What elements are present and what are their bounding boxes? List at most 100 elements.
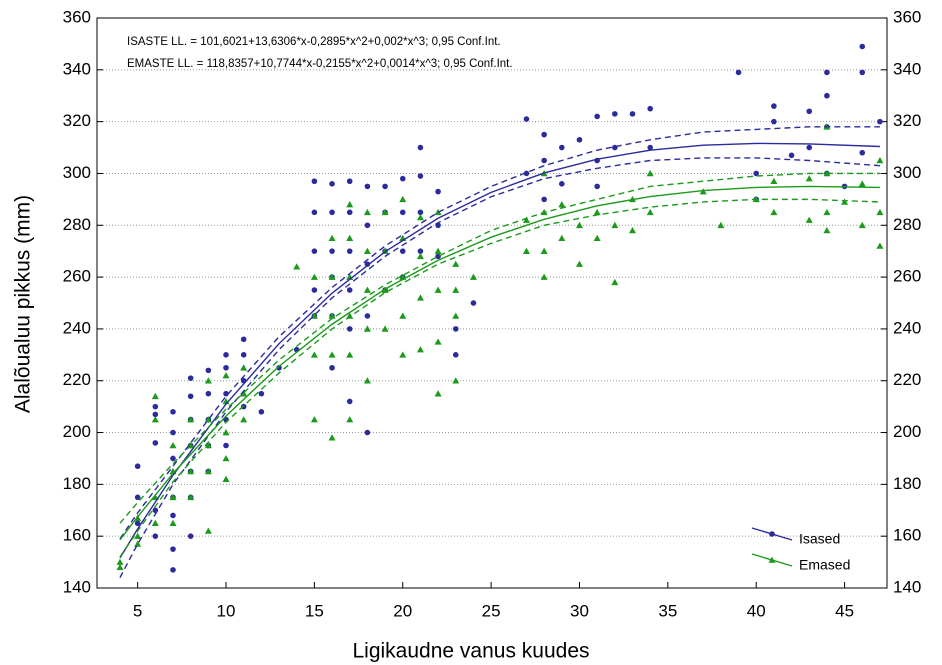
point [346,234,354,242]
point [364,313,371,319]
x-tick-label: 15 [305,601,324,620]
point [541,196,547,203]
point [806,108,813,115]
point [770,177,778,185]
point [329,364,335,371]
x-tick-label: 35 [658,601,677,620]
point [416,346,424,353]
y2-tick-label: 240 [893,318,921,337]
point [223,352,229,358]
point [416,252,424,260]
point [276,364,282,371]
point [204,377,212,384]
point [364,222,371,229]
point [187,467,195,475]
y2-tick-label: 180 [893,474,921,493]
point [417,248,424,254]
point [152,507,159,514]
point [858,221,866,229]
point [647,144,653,151]
point [170,546,176,552]
point [841,198,849,205]
point [753,170,760,177]
point [399,248,406,254]
point [346,326,353,332]
point [771,103,777,109]
point [823,208,831,216]
point [805,175,813,182]
legend-item: Emased [751,553,850,573]
point [152,411,159,418]
y2-tick-label: 140 [893,577,921,596]
point [417,173,424,179]
point [346,209,353,216]
point [222,372,230,379]
y2-tick-label: 160 [893,526,921,545]
point [187,375,194,381]
point [169,493,177,501]
point [876,208,884,216]
point [169,519,177,527]
point [258,409,265,415]
y2-tick-label: 220 [893,370,921,389]
point [382,183,388,190]
point [134,463,141,470]
point [434,286,442,293]
point [346,398,353,405]
point [823,226,831,234]
point [611,278,619,286]
point [134,494,141,501]
point [134,532,142,539]
point [310,273,318,280]
y-axis-title: Alalõualuu pikkus (mm) [12,195,35,413]
point [329,209,335,216]
point [612,111,618,117]
point [788,152,795,159]
point [204,442,212,449]
point [434,390,442,397]
x-tick-label: 45 [835,601,854,620]
point [204,467,212,475]
y2-tick-label: 200 [893,422,921,441]
point [204,416,212,423]
point [311,209,318,216]
point [311,178,318,185]
point [222,454,230,462]
point [522,216,530,223]
confidence-upper [119,126,880,540]
point [170,567,176,573]
point [523,116,530,122]
x-axis-title: Ligikaudne vanus kuudes [352,640,589,663]
y2-tick-label: 280 [893,215,921,234]
point [470,300,477,306]
point [452,286,460,293]
point [877,118,883,125]
point [558,201,566,208]
x-tick-label: 40 [747,601,766,620]
point [576,136,583,143]
point [363,325,371,332]
point [399,351,407,358]
legend-marker [768,556,776,563]
point [611,221,619,229]
point [735,69,742,76]
point [187,416,195,423]
point [364,261,371,267]
point [116,558,124,565]
point [381,325,389,332]
confidence-lower [119,198,880,558]
point [399,312,407,319]
point [452,377,460,384]
y-tick-label: 200 [63,422,91,441]
y2-tick-label: 340 [893,59,921,78]
point [806,144,813,151]
fit-line [119,185,880,541]
point [876,157,884,164]
point [151,519,159,527]
point [311,248,318,254]
point [363,247,371,254]
fit-line [119,142,880,559]
point [452,312,460,319]
point [205,367,212,374]
point [293,263,301,270]
